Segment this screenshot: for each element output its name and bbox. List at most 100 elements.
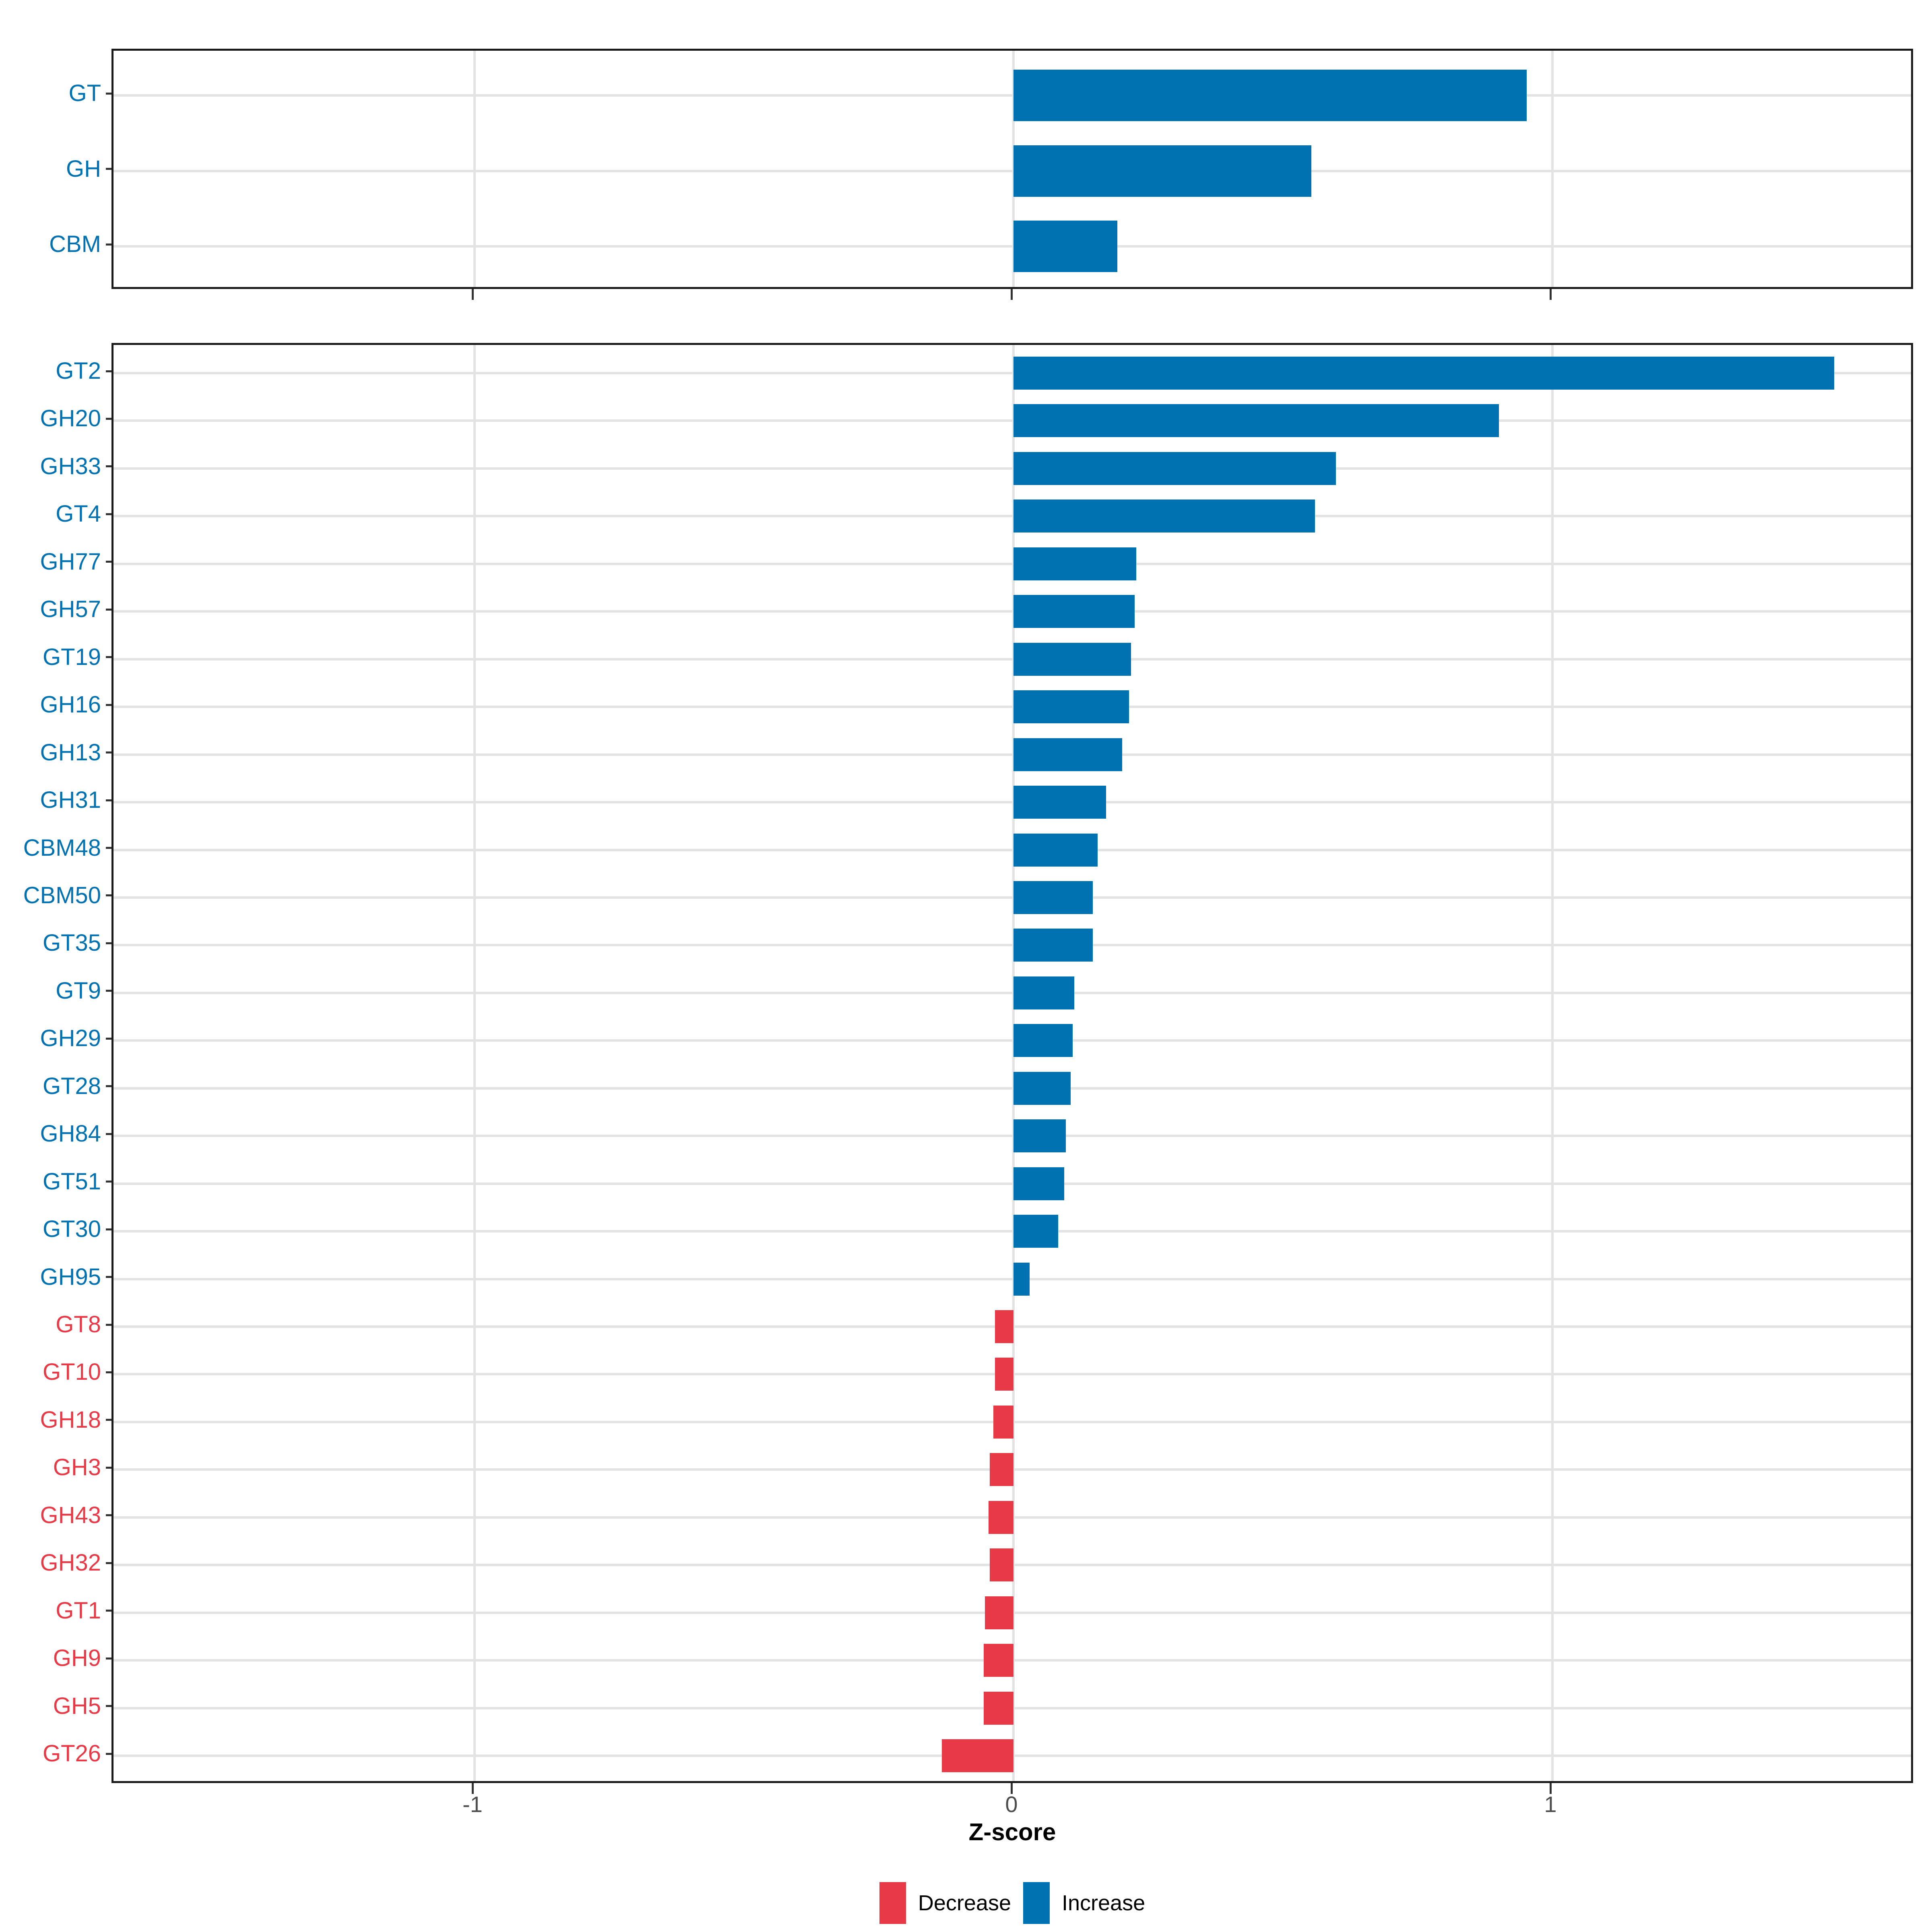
y-axis-label-GT28: GT28 [42,1073,101,1099]
y-tick [106,704,111,706]
y-axis-label-GH32: GH32 [40,1550,101,1576]
y-tick [106,1276,111,1278]
x-gridline [1551,345,1554,1781]
bar-GH5 [984,1691,1013,1725]
y-tick [106,990,111,992]
x-gridline [1551,51,1554,287]
x-tick [1010,1783,1013,1794]
y-axis-label-CBM50: CBM50 [23,882,101,908]
bar-GH57 [1013,595,1135,628]
legend-item-decrease: Decrease [879,1882,1011,1924]
bar-GH16 [1013,690,1129,724]
bar-GT9 [1013,976,1075,1009]
y-tick [106,1466,111,1469]
y-tick [106,656,111,658]
y-axis-label-GH5: GH5 [53,1693,101,1719]
y-axis-label-GH84: GH84 [40,1121,101,1147]
bar-GT10 [995,1358,1013,1391]
y-axis-label-GH: GH [66,155,101,182]
y-axis-label-GH31: GH31 [40,787,101,813]
y-axis-label-GT9: GT9 [56,977,101,1004]
y-tick [106,1562,111,1564]
bar-GT2 [1013,357,1835,390]
y-axis-label-GT30: GT30 [42,1216,101,1243]
y-axis-label-GH57: GH57 [40,596,101,623]
x-axis-title: Z-score [968,1818,1056,1845]
bar-GH31 [1013,786,1106,819]
y-axis-label-GT8: GT8 [56,1311,101,1338]
bar-GH43 [989,1501,1013,1534]
y-axis-label-GH33: GH33 [40,453,101,479]
y-axis-label-GT51: GT51 [42,1168,101,1195]
y-tick [106,1133,111,1135]
family-detail-panel [111,343,1913,1783]
y-axis-label-GT19: GT19 [42,644,101,670]
bar-GH [1013,145,1312,197]
x-gridline [473,345,476,1781]
y-tick [106,942,111,944]
x-tick [471,289,474,300]
y-axis-label-GH43: GH43 [40,1502,101,1528]
legend-swatch-increase [1023,1882,1050,1924]
y-axis-label-GH13: GH13 [40,739,101,766]
y-tick [106,417,111,420]
bar-GT28 [1013,1071,1071,1105]
y-tick [106,1085,111,1088]
bar-GH77 [1013,547,1137,580]
y-tick [106,1514,111,1517]
x-tick [1549,289,1552,300]
y-axis-label-GT: GT [68,80,101,106]
y-axis-label-CBM48: CBM48 [23,834,101,861]
y-axis-label-GT10: GT10 [42,1359,101,1385]
bar-GH33 [1013,452,1336,485]
bar-GT35 [1013,929,1093,962]
bar-GT8 [995,1310,1013,1343]
y-axis-label-GT2: GT2 [56,358,101,384]
y-tick [106,92,111,95]
y-tick [106,370,111,372]
y-axis-label-GT26: GT26 [42,1740,101,1767]
x-tick [1010,289,1013,300]
x-gridline [1012,345,1015,1781]
y-tick [106,751,111,754]
legend-label: Decrease [918,1891,1011,1915]
bar-GT [1013,70,1527,121]
bar-CBM [1013,221,1118,272]
bar-GH32 [990,1548,1013,1582]
y-tick [106,1323,111,1326]
bar-GH95 [1013,1262,1030,1296]
bar-GH29 [1013,1024,1073,1057]
bar-GH84 [1013,1119,1066,1153]
y-axis-label-GT1: GT1 [56,1597,101,1624]
y-tick [106,1181,111,1183]
y-tick [106,799,111,801]
y-tick [106,1371,111,1373]
bar-GT19 [1013,642,1131,676]
y-tick [106,1037,111,1040]
y-axis-label-GH9: GH9 [53,1645,101,1672]
x-tick-label: 0 [1005,1792,1018,1817]
bar-GH20 [1013,404,1499,438]
y-axis-label-GT4: GT4 [56,501,101,527]
y-tick [106,465,111,468]
y-tick [106,1419,111,1421]
y-axis-label-GH77: GH77 [40,548,101,575]
bar-GH13 [1013,738,1123,771]
x-gridline [473,51,476,287]
x-tick [471,1783,474,1794]
x-tick-label: 1 [1544,1792,1557,1817]
y-tick [106,243,111,246]
y-axis-label-GT35: GT35 [42,930,101,956]
y-tick [106,894,111,897]
y-tick [106,1752,111,1755]
y-tick [106,847,111,849]
bar-CBM48 [1013,833,1098,867]
y-axis-label-GH16: GH16 [40,691,101,718]
y-axis-label-GH3: GH3 [53,1454,101,1481]
bar-GH9 [984,1644,1013,1677]
legend-label: Increase [1061,1891,1146,1915]
y-tick [106,1705,111,1707]
y-tick [106,513,111,515]
y-tick [106,1610,111,1612]
